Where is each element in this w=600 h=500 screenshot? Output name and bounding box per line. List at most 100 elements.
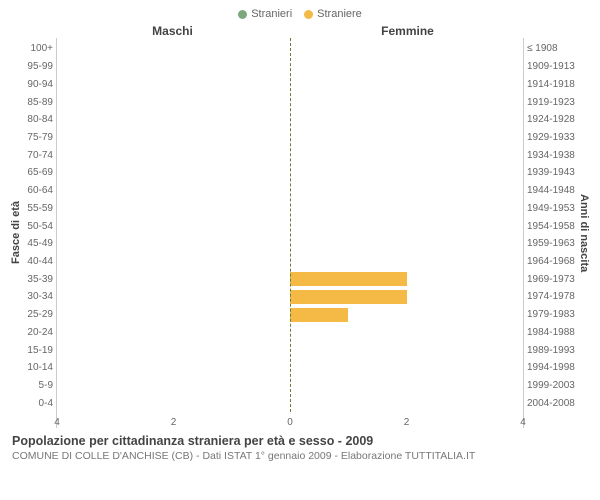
bar-half-male [57, 288, 290, 306]
header-male: Maschi [55, 24, 290, 38]
y-left-tick: 55-59 [24, 199, 53, 217]
bar-half-male [57, 217, 290, 235]
y-left-tick: 45-49 [24, 235, 53, 253]
bar-half-female [290, 164, 523, 182]
plot-canvas: 4 2 0 2 4 [56, 38, 524, 428]
legend-label-male: Stranieri [251, 8, 292, 20]
y-right-tick: ≤ 1908 [527, 40, 576, 58]
bar-half-female [290, 93, 523, 111]
y-left-tick: 30-34 [24, 288, 53, 306]
chart-title: Popolazione per cittadinanza straniera p… [12, 434, 590, 448]
y-left-tick: 50-54 [24, 217, 53, 235]
y-left-tick: 80-84 [24, 111, 53, 129]
bar-half-male [57, 111, 290, 129]
x-tick: 2 [404, 417, 410, 428]
y-left-tick: 35-39 [24, 270, 53, 288]
bar-half-female [290, 217, 523, 235]
y-left-tick: 85-89 [24, 93, 53, 111]
y-left-axis-label: Fasce di età [10, 38, 24, 428]
chart-footer: Popolazione per cittadinanza straniera p… [10, 428, 590, 462]
bar-female [290, 272, 407, 286]
bar-half-male [57, 377, 290, 395]
x-tick: 4 [520, 417, 526, 428]
y-right-tick: 1969-1973 [527, 270, 576, 288]
bar-half-male [57, 253, 290, 271]
bar-half-female [290, 182, 523, 200]
y-left-tick: 100+ [24, 40, 53, 58]
header-female: Femmine [290, 24, 525, 38]
y-left-ticks: 100+95-9990-9485-8980-8475-7970-7465-696… [24, 38, 56, 428]
x-tick: 0 [287, 417, 293, 428]
y-right-tick: 1909-1913 [527, 58, 576, 76]
bar-half-female [290, 377, 523, 395]
y-right-tick: 1974-1978 [527, 288, 576, 306]
bar-half-male [57, 199, 290, 217]
y-right-tick: 1994-1998 [527, 359, 576, 377]
y-left-tick: 60-64 [24, 182, 53, 200]
y-right-tick: 1989-1993 [527, 341, 576, 359]
bar-half-male [57, 58, 290, 76]
bar-female [290, 290, 407, 304]
legend-label-female: Straniere [317, 8, 362, 20]
bar-half-male [57, 40, 290, 58]
y-right-axis-label: Anni di nascita [576, 38, 590, 428]
legend-item-female: Straniere [304, 8, 362, 20]
bar-half-female [290, 324, 523, 342]
y-left-tick: 15-19 [24, 341, 53, 359]
y-right-tick: 1979-1983 [527, 306, 576, 324]
bar-half-male [57, 235, 290, 253]
bar-half-male [57, 306, 290, 324]
bar-half-female [290, 235, 523, 253]
y-left-tick: 0-4 [24, 394, 53, 412]
legend-item-male: Stranieri [238, 8, 292, 20]
x-tick: 4 [54, 417, 60, 428]
y-right-tick: 1999-2003 [527, 377, 576, 395]
bar-half-male [57, 75, 290, 93]
y-left-tick: 75-79 [24, 129, 53, 147]
bar-half-female [290, 306, 523, 324]
y-left-tick: 25-29 [24, 306, 53, 324]
y-left-tick: 10-14 [24, 359, 53, 377]
column-headers: Maschi Femmine [10, 24, 590, 38]
y-right-tick: 1984-1988 [527, 324, 576, 342]
chart-subtitle: COMUNE DI COLLE D'ANCHISE (CB) - Dati IS… [12, 450, 590, 462]
y-right-tick: 1949-1953 [527, 199, 576, 217]
y-right-tick: 1924-1928 [527, 111, 576, 129]
bar-half-female [290, 288, 523, 306]
bar-half-female [290, 341, 523, 359]
bar-half-female [290, 270, 523, 288]
y-right-tick: 1939-1943 [527, 164, 576, 182]
bar-half-male [57, 394, 290, 412]
y-left-tick: 20-24 [24, 324, 53, 342]
y-left-tick: 70-74 [24, 146, 53, 164]
bar-half-female [290, 129, 523, 147]
y-right-tick: 1959-1963 [527, 235, 576, 253]
y-right-tick: 1929-1933 [527, 129, 576, 147]
y-left-tick: 95-99 [24, 58, 53, 76]
population-pyramid-chart: Stranieri Straniere Maschi Femmine Fasce… [0, 0, 600, 500]
y-right-tick: 1954-1958 [527, 217, 576, 235]
y-right-ticks: ≤ 19081909-19131914-19181919-19231924-19… [524, 38, 576, 428]
bar-half-female [290, 359, 523, 377]
bar-half-female [290, 253, 523, 271]
bar-half-male [57, 182, 290, 200]
y-right-tick: 1914-1918 [527, 75, 576, 93]
y-right-tick: 1944-1948 [527, 182, 576, 200]
bar-half-female [290, 394, 523, 412]
y-right-tick: 1964-1968 [527, 253, 576, 271]
y-left-tick: 90-94 [24, 75, 53, 93]
x-tick: 2 [171, 417, 177, 428]
bar-half-female [290, 75, 523, 93]
bar-half-male [57, 359, 290, 377]
bar-half-male [57, 270, 290, 288]
y-left-tick: 5-9 [24, 377, 53, 395]
bar-half-female [290, 58, 523, 76]
x-axis-ticks: 4 2 0 2 4 [57, 414, 523, 428]
bar-half-female [290, 199, 523, 217]
legend-dot-male-icon [238, 10, 247, 19]
bar-half-female [290, 146, 523, 164]
bar-half-male [57, 93, 290, 111]
y-right-tick: 1919-1923 [527, 93, 576, 111]
bar-female [290, 308, 348, 322]
bar-half-female [290, 111, 523, 129]
